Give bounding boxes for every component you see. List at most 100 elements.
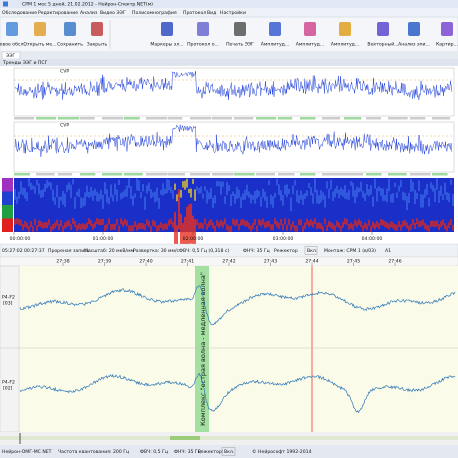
spectrogram-cell <box>50 182 52 190</box>
tool-icon <box>161 22 173 36</box>
spectrogram-cell <box>384 195 386 201</box>
eeg-setting[interactable]: Монтаж: СРМ 1 (в/03) <box>324 248 376 254</box>
spectrogram-cell <box>86 185 88 197</box>
spectrogram-cell <box>86 222 88 229</box>
spectrogram-cell <box>198 188 200 194</box>
ruler-label: 27:46 <box>388 259 401 265</box>
menu-item[interactable]: Протокол <box>183 10 206 16</box>
scroll-track <box>0 436 458 440</box>
eeg-setting[interactable]: А1 <box>385 248 391 254</box>
spectrogram-cell <box>132 195 134 206</box>
spectrogram-cell <box>328 220 330 227</box>
stage-bar <box>256 117 277 120</box>
spectrogram-cell <box>410 179 412 193</box>
spectrogram-cell <box>150 189 152 199</box>
menu-item[interactable]: Вид <box>207 10 216 16</box>
spectrogram-cell <box>210 187 212 199</box>
menu-item[interactable]: Анализ <box>80 10 98 16</box>
tool-icon <box>34 22 46 36</box>
stage-bar <box>80 173 96 176</box>
stage-bar <box>322 117 341 120</box>
eeg-setting[interactable]: ФНЧ: 35 Гц <box>243 248 270 254</box>
spectrogram-cell <box>228 185 230 192</box>
spectrogram-cell <box>288 189 290 195</box>
spectrogram-cell <box>104 182 106 195</box>
spectrogram-cell <box>156 225 158 232</box>
menu-item[interactable]: Видео ЭЭГ <box>100 10 126 16</box>
spectrogram-cell <box>390 221 392 228</box>
eeg-setting[interactable]: Масштаб: 20 мкВ/мм <box>84 248 135 254</box>
spectrogram-cell <box>386 188 388 203</box>
menu-item[interactable]: Полисомнография <box>132 10 177 16</box>
eeg-setting[interactable]: ФВЧ: 0,5 Гц (0,318 с) <box>179 248 229 254</box>
stage-bar <box>432 117 451 120</box>
spectrogram-cell <box>386 222 388 229</box>
eeg-setting[interactable]: Вкл. <box>307 248 317 254</box>
spectrogram-cell <box>26 222 28 229</box>
tool-icon <box>304 22 316 36</box>
tool-label: Векторный... <box>367 41 398 48</box>
spectrogram-cell <box>322 192 324 200</box>
eeg-setting[interactable]: Прореная запись <box>48 248 90 254</box>
eeg-setting[interactable]: 05:27:02 <box>2 248 23 254</box>
spectrogram-cell <box>62 225 64 232</box>
spectrogram-cell <box>440 221 442 228</box>
tool-label: Амплитуд... <box>296 42 325 48</box>
spectrogram-cell <box>106 189 108 203</box>
spectrogram-cell <box>84 223 86 230</box>
spectrogram-cell <box>192 215 194 256</box>
spectrogram-cell <box>144 224 146 231</box>
spectrogram-cell <box>426 224 428 231</box>
spectrogram-cell <box>252 195 254 200</box>
band-label <box>2 178 13 192</box>
time-tick-label: 04:00:00 <box>362 236 383 242</box>
spectrogram-cell <box>366 184 368 196</box>
eeg-setting[interactable]: Режектор <box>274 248 298 254</box>
trend-trace <box>14 70 453 100</box>
spectrogram-cell <box>394 224 396 231</box>
spectrogram-cell <box>122 191 124 199</box>
spectrogram-cell <box>32 185 34 190</box>
tool-label: Амплитуд... <box>261 42 290 48</box>
spectrogram-cell <box>342 189 344 197</box>
spectrogram-cell <box>108 197 110 205</box>
spectrogram-cell <box>92 190 94 201</box>
spectrogram-cell <box>180 213 182 254</box>
menu-item[interactable]: Редактирование <box>38 10 78 16</box>
spectrogram-cell <box>212 222 214 229</box>
spectrogram-cell <box>342 221 344 228</box>
tool-label: Анализ эпи... <box>398 42 430 48</box>
spectrogram-cell <box>272 224 274 231</box>
stage-bar <box>36 117 57 120</box>
spectrogram-cell <box>88 192 90 198</box>
spectrogram-cell <box>284 185 286 195</box>
spectrogram-cell <box>60 220 62 227</box>
ruler-label: 27:44 <box>305 259 318 265</box>
stage-bar <box>80 117 95 120</box>
stage-bar <box>432 173 448 176</box>
spectrogram-cell <box>300 190 302 200</box>
eeg-setting[interactable]: 00:27:37 <box>24 248 45 254</box>
spectrogram-cell <box>406 196 408 211</box>
spectrogram-cell <box>32 225 34 232</box>
spectrogram-cell <box>288 219 290 226</box>
stage-bar <box>300 117 316 120</box>
spectrogram-cell <box>238 189 240 198</box>
spectrogram-cell <box>20 181 22 195</box>
stage-bar <box>14 173 30 176</box>
menu-item[interactable]: Обследование <box>2 10 37 16</box>
spectrogram-cell <box>142 223 144 230</box>
spectrogram-cell <box>274 192 276 198</box>
stage-bar <box>124 173 143 176</box>
spectrogram-cell <box>160 189 162 195</box>
spectrogram-cell <box>348 189 350 200</box>
spectrogram-cell <box>438 190 440 203</box>
spectrogram-cell <box>448 221 450 228</box>
spectrogram-cell <box>214 225 216 232</box>
trend-channel-label: CVP <box>60 123 69 129</box>
menu-item[interactable]: Настройки <box>220 9 246 16</box>
eeg-setting[interactable]: Развертка: 30 мм/с <box>133 248 180 254</box>
spectrogram-cell <box>434 188 436 203</box>
stage-bar <box>322 173 344 176</box>
spectrogram-cell <box>94 188 96 196</box>
